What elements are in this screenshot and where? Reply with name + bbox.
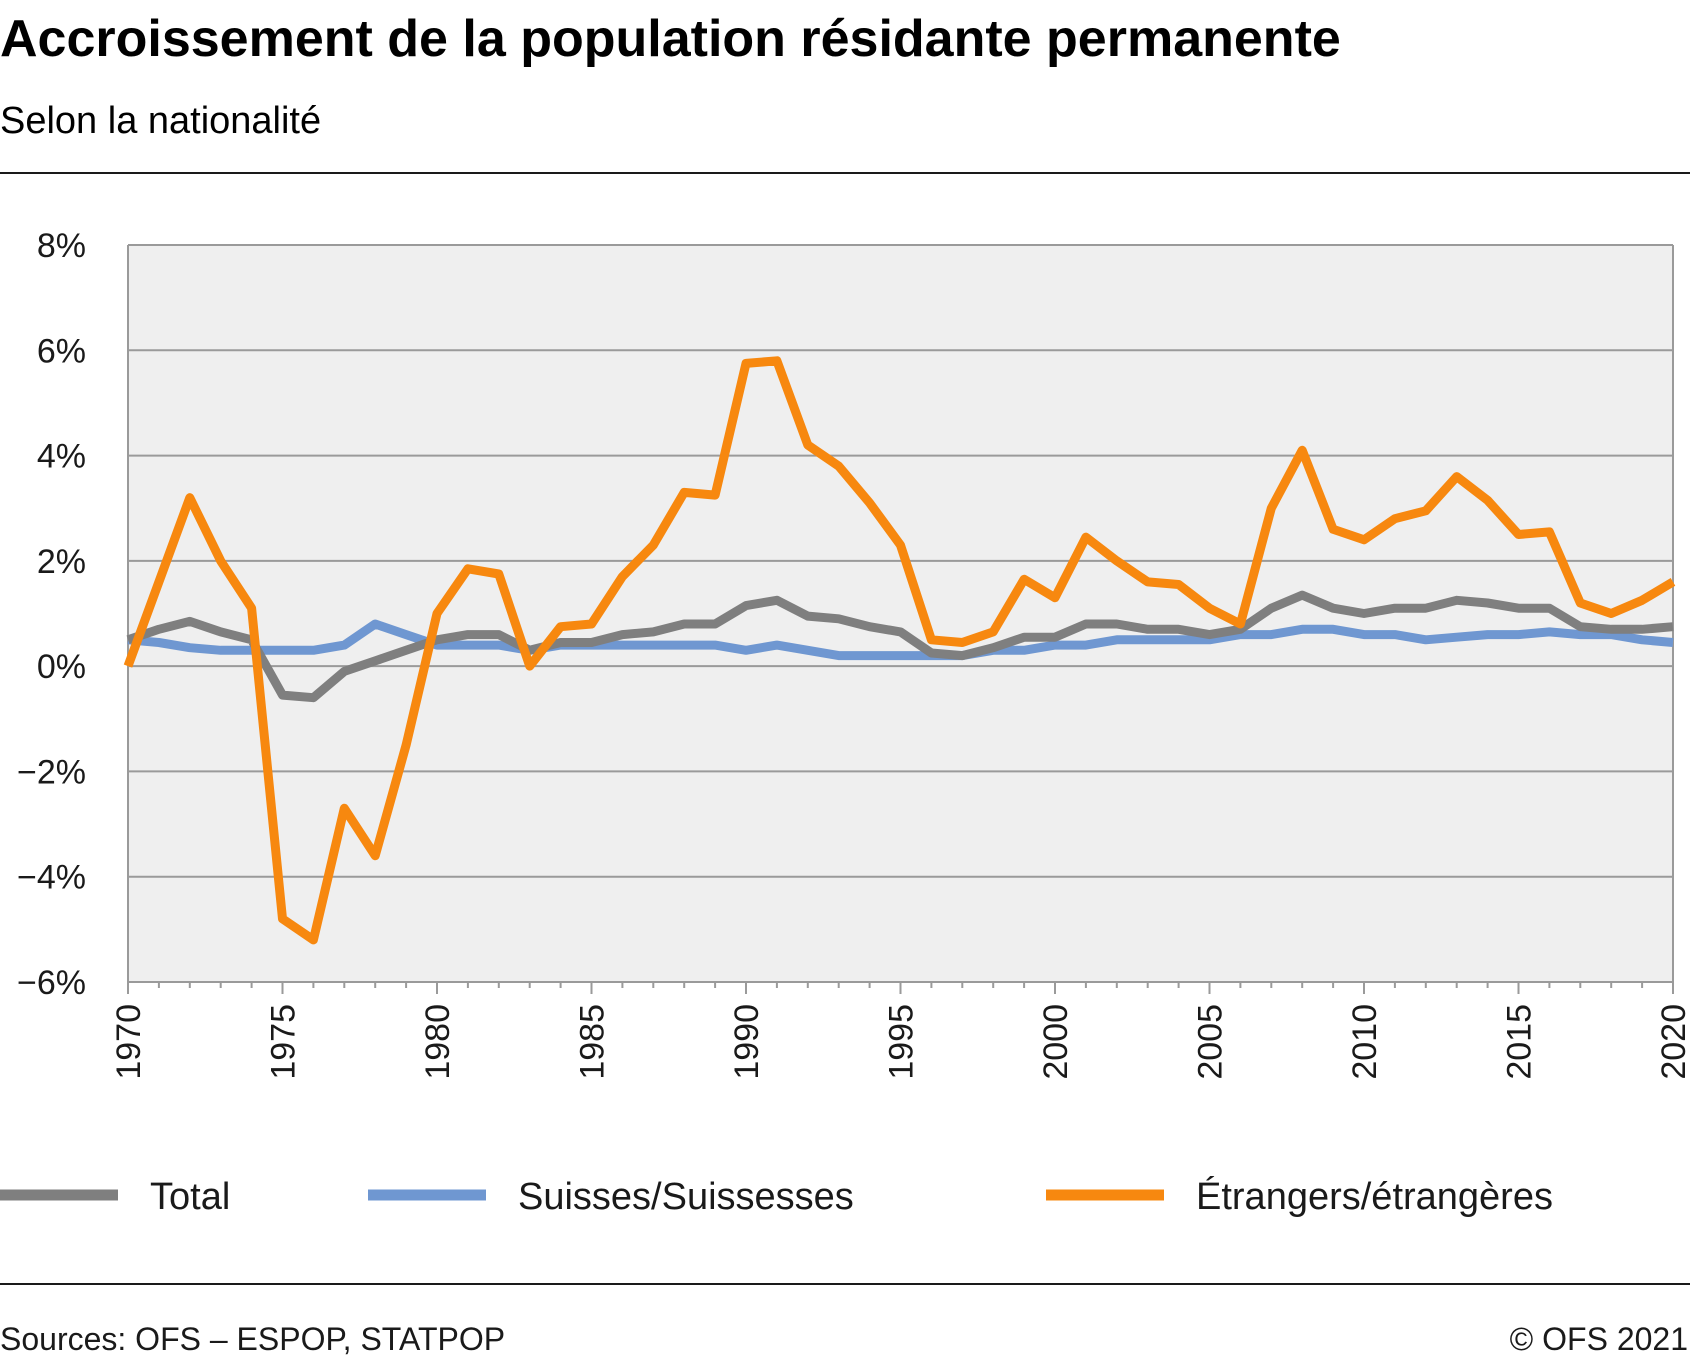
legend-label-total: Total: [150, 1176, 230, 1218]
y-tick-label: −2%: [17, 753, 86, 791]
x-tick-label: 2005: [1192, 1004, 1230, 1080]
plot-background: [128, 245, 1673, 982]
y-tick-label: 0%: [37, 648, 86, 686]
series-line-suisses: [127, 619, 1674, 661]
plot-area: [127, 244, 1674, 994]
legend: Total Suisses/Suissesses Étrangers/étran…: [0, 1175, 1553, 1218]
chart-subtitle: Selon la nationalité: [0, 100, 321, 142]
x-tick-label: 2000: [1037, 1004, 1075, 1080]
x-tick-label: 1995: [883, 1004, 921, 1080]
series-line-etrangers: [123, 356, 1676, 945]
x-tick-label: 1970: [110, 1004, 148, 1080]
y-tick-label: −6%: [17, 964, 86, 1002]
y-tick-label: −4%: [17, 859, 86, 897]
x-tick-label: 2010: [1346, 1004, 1384, 1080]
y-tick-label: 4%: [37, 438, 86, 476]
chart-title: Accroissement de la population résidante…: [0, 10, 1341, 68]
y-tick-label: 2%: [37, 543, 86, 581]
series-lines: [123, 356, 1676, 945]
x-tick-label: 1975: [265, 1004, 303, 1080]
source-note: Sources: OFS – ESPOP, STATPOP: [0, 1321, 505, 1357]
copyright-note: © OFS 2021: [1510, 1321, 1688, 1357]
series-line-total: [126, 590, 1674, 703]
x-tick-label: 1980: [419, 1004, 457, 1080]
legend-label-etrangers: Étrangers/étrangères: [1196, 1175, 1553, 1218]
x-tick-label: 2020: [1655, 1004, 1690, 1080]
y-axis-tick-labels: 8% 6% 4% 2% 0% −2% −4% −6%: [17, 227, 86, 1002]
y-tick-label: 6%: [37, 332, 86, 370]
x-axis-tick-labels: 1970 1975 1980 1985 1990 1995 2000 2005 2010 2015…: [110, 1004, 1690, 1080]
x-tick-label: 1985: [574, 1004, 612, 1080]
x-tick-label: 2015: [1501, 1004, 1539, 1080]
y-tick-label: 8%: [37, 227, 86, 265]
legend-label-suisses: Suisses/Suissesses: [518, 1176, 854, 1218]
x-tick-label: 1990: [728, 1004, 766, 1080]
